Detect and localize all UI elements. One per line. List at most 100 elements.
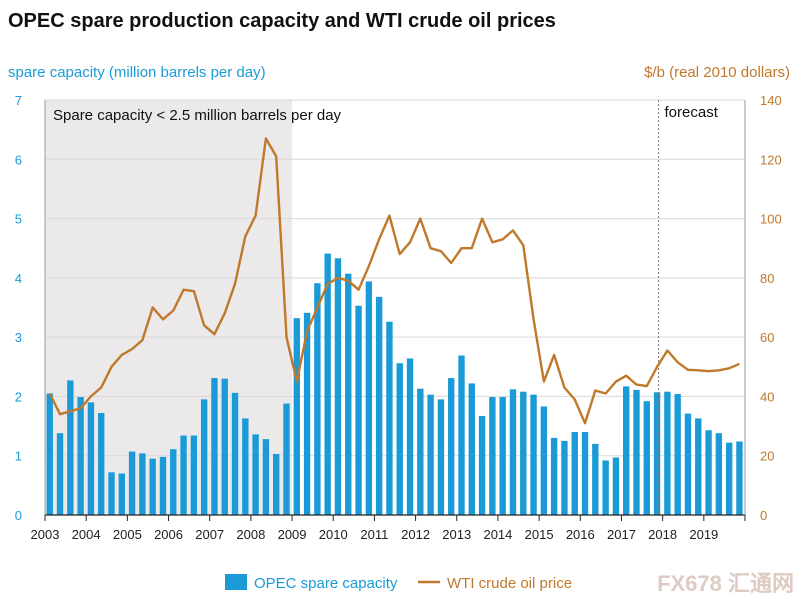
bar — [520, 391, 527, 515]
bar — [159, 456, 167, 515]
bar — [417, 388, 424, 515]
x-axis-ticks: 2003 2004 2005 2006 2007 2008 2009 2010 2011 2012… — [31, 515, 746, 542]
bar — [118, 473, 125, 515]
bar — [633, 389, 640, 515]
bar — [273, 453, 280, 515]
left-tick-label: 3 — [15, 330, 22, 345]
right-tick-label: 60 — [760, 330, 774, 345]
left-tick-label: 1 — [15, 449, 22, 464]
x-tick-label: 2007 — [195, 527, 224, 542]
bar — [314, 283, 321, 515]
legend-bar-swatch — [225, 574, 247, 590]
line-series-wti — [48, 137, 740, 425]
x-tick-label: 2009 — [278, 527, 307, 542]
bar — [550, 437, 558, 515]
bar — [530, 394, 537, 515]
shaded-region — [45, 100, 293, 515]
bar — [77, 397, 84, 515]
x-tick-label: 2018 — [648, 527, 677, 542]
bar — [231, 392, 239, 515]
x-tick-label: 2014 — [483, 527, 512, 542]
bar — [602, 460, 609, 515]
bar — [592, 443, 599, 515]
bar — [365, 281, 373, 515]
bar — [478, 415, 486, 515]
bar — [540, 406, 548, 515]
bar — [489, 397, 496, 515]
watermark: FX678 汇通网 — [657, 571, 794, 596]
bar — [200, 399, 208, 515]
bar — [98, 413, 105, 515]
bar — [283, 403, 290, 515]
bar — [262, 439, 270, 515]
bar — [139, 453, 146, 515]
x-tick-label: 2010 — [319, 527, 348, 542]
bar — [242, 418, 249, 515]
bar — [705, 430, 712, 515]
bar-series — [46, 253, 743, 516]
forecast-label: forecast — [665, 104, 719, 121]
x-tick-label: 2019 — [689, 527, 718, 542]
bar — [345, 273, 352, 515]
left-tick-label: 2 — [15, 389, 22, 404]
right-tick-label: 20 — [760, 449, 774, 464]
shaded-region-label: Spare capacity < 2.5 million barrels per… — [53, 107, 342, 124]
bar — [406, 358, 414, 515]
right-axis-label: $/b (real 2010 dollars) — [644, 64, 790, 81]
right-tick-label: 140 — [760, 93, 782, 108]
bar — [149, 458, 156, 515]
bar — [293, 318, 300, 515]
bar — [561, 440, 568, 515]
legend: OPEC spare capacity WTI crude oil price — [225, 574, 572, 592]
bar — [437, 399, 445, 515]
bar — [180, 435, 187, 515]
bar — [571, 432, 578, 515]
x-tick-label: 2012 — [401, 527, 430, 542]
x-tick-label: 2011 — [360, 527, 388, 542]
bar — [108, 472, 115, 515]
bar — [334, 258, 342, 515]
bar — [499, 397, 506, 515]
bar — [221, 378, 228, 515]
bar — [303, 312, 311, 515]
bar — [375, 296, 383, 515]
bar — [695, 418, 702, 515]
left-axis-label: spare capacity (million barrels per day) — [8, 64, 266, 81]
x-tick-label: 2008 — [236, 527, 265, 542]
bar — [355, 305, 362, 515]
bar — [396, 363, 403, 515]
bar — [170, 449, 177, 515]
x-tick-label: 2015 — [525, 527, 554, 542]
bar — [252, 434, 259, 515]
bar — [684, 413, 692, 515]
axes — [44, 100, 746, 516]
bar — [468, 383, 475, 515]
right-tick-label: 40 — [760, 389, 774, 404]
x-tick-label: 2004 — [72, 527, 101, 542]
bar — [715, 433, 723, 515]
bar — [67, 380, 74, 515]
legend-line-label: WTI crude oil price — [447, 575, 572, 592]
bar — [664, 391, 671, 515]
left-tick-label: 5 — [15, 212, 22, 227]
left-tick-label: 0 — [15, 508, 22, 523]
bar — [56, 433, 64, 515]
bar — [46, 393, 53, 515]
left-tick-label: 7 — [15, 93, 22, 108]
bar — [725, 442, 733, 515]
bar — [386, 321, 393, 515]
bar — [324, 253, 331, 516]
bar — [581, 432, 589, 515]
bar — [128, 451, 136, 515]
chart-title: OPEC spare production capacity and WTI c… — [8, 10, 556, 32]
x-tick-label: 2016 — [566, 527, 595, 542]
bar — [674, 394, 681, 515]
bar — [211, 378, 218, 515]
bar — [190, 435, 198, 515]
bar — [427, 394, 434, 515]
right-tick-label: 100 — [760, 212, 782, 227]
bar — [87, 402, 95, 515]
x-tick-label: 2013 — [442, 527, 471, 542]
bar — [509, 389, 517, 515]
